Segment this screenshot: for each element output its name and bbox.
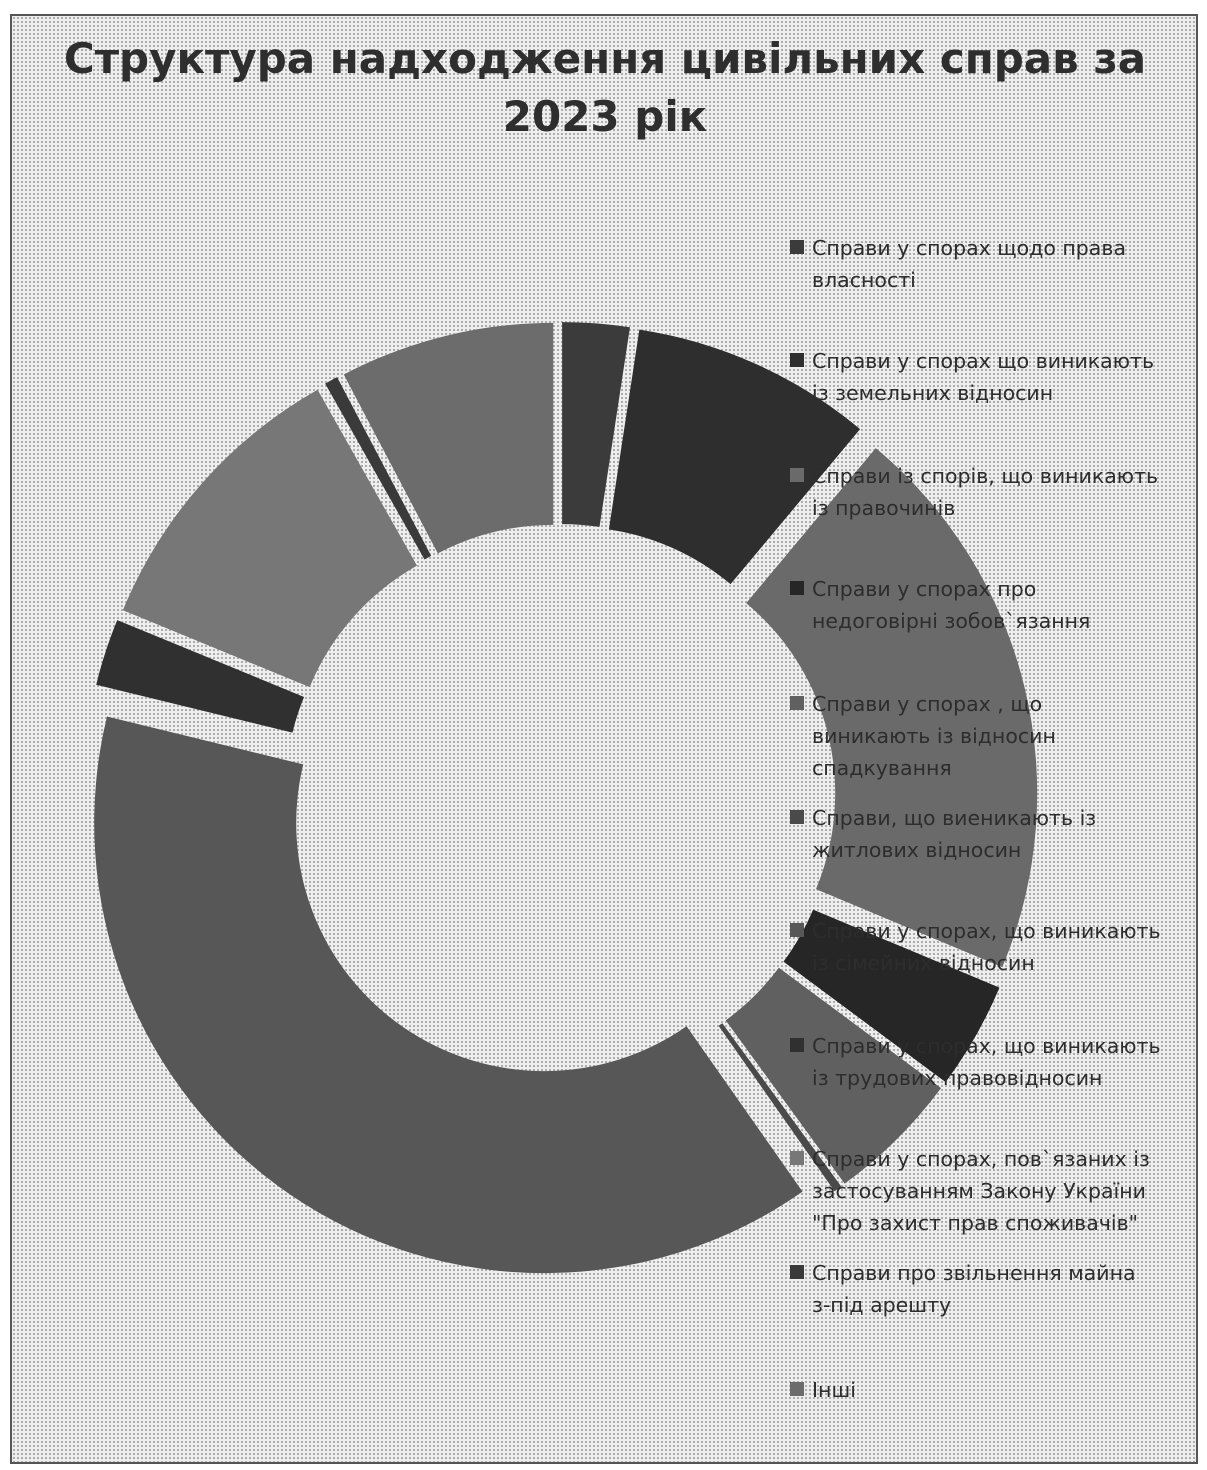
legend-swatch [790, 240, 804, 254]
legend-label-line: Справи у спорах щодо права [812, 236, 1127, 260]
chart-title-line-1: Структура надходження цивільних справ за [63, 34, 1147, 83]
legend-label-line: Справи із спорів, що виникають [812, 464, 1159, 488]
legend-item-8: Справи у спорах, що виникають із трудових… [790, 1030, 1180, 1094]
donut-slice-8 [96, 620, 305, 733]
legend-label-line: Справи у спорах, що виникають [812, 1034, 1161, 1058]
legend-swatch [790, 353, 804, 367]
legend-item-10: Справи про звільнення майна з-під арешту [790, 1257, 1180, 1321]
legend-label-line: спадкування [812, 756, 952, 780]
donut-slice-7 [94, 716, 803, 1274]
legend-item-1: Справи у спорах щодо права власності [790, 232, 1180, 296]
legend-swatch [790, 696, 804, 710]
legend-label-line: Справи у спорах про [812, 577, 1037, 601]
legend-label-line: недоговірні зобов`язання [812, 609, 1091, 633]
chart-title: Структура надходження цивільних справ за… [20, 30, 1190, 146]
donut-slice-10 [325, 377, 432, 560]
legend-label-line: Інші [812, 1378, 856, 1402]
legend-item-3: Справи із спорів, що виникають із правочи… [790, 460, 1180, 524]
legend-label-line: виникають із відносин [812, 724, 1056, 748]
legend-label-line: із трудових правовідносин [812, 1066, 1103, 1090]
legend-item-7: Справи у спорах, що виникають із сімейних… [790, 915, 1180, 979]
legend-swatch [790, 1265, 804, 1279]
donut-slice-4 [783, 909, 1000, 1083]
legend-swatch [790, 1038, 804, 1052]
legend-label-line: власності [812, 268, 916, 292]
legend-label-line: із правочинів [812, 496, 956, 520]
legend-item-2: Справи у спорах що виникають із земельних… [790, 345, 1180, 409]
legend-swatch [790, 468, 804, 482]
legend-label-line: застосуванням Закону України [812, 1179, 1146, 1203]
donut-slice-1 [562, 322, 630, 527]
donut-slice-11 [343, 322, 554, 554]
donut-slice-9 [122, 389, 417, 688]
donut-slice-2 [608, 329, 861, 585]
legend-label-line: Справи у спорах, пов`язаних із [812, 1147, 1150, 1171]
legend-label-line: "Про захист прав споживачів" [812, 1211, 1139, 1235]
legend-label-line: Справи про звільнення майна [812, 1261, 1136, 1285]
legend-label-line: Справи у спорах, що виникають [812, 919, 1161, 943]
legend-swatch [790, 810, 804, 824]
legend-item-9: Справи у спорах, пов`язаних із застосуван… [790, 1143, 1180, 1239]
legend-label-line: житлових відносин [812, 838, 1022, 862]
chart-title-line-2: 2023 рік [502, 92, 708, 141]
legend-swatch [790, 923, 804, 937]
legend-swatch [790, 1382, 804, 1396]
legend-label-line: Справи у спорах , що [812, 692, 1043, 716]
legend-swatch [790, 1151, 804, 1165]
legend-label-line: Справи, що виеникають із [812, 806, 1097, 830]
donut-slice-6 [718, 1023, 842, 1192]
legend-label-line: з-під арешту [812, 1293, 952, 1317]
legend-label-line: із земельних відносин [812, 381, 1054, 405]
legend-item-11: Інші [790, 1374, 1180, 1406]
legend-label-line: Справи у спорах що виникають [812, 349, 1155, 373]
legend-label-line: із сімейних відносин [812, 951, 1035, 975]
legend-swatch [790, 581, 804, 595]
donut-slice-3 [746, 448, 1038, 968]
legend-item-6: Справи, що виеникають із житлових відноси… [790, 802, 1180, 866]
donut-slice-5 [725, 967, 942, 1184]
legend-item-4: Справи у спорах про недоговірні зобов`яза… [790, 573, 1180, 637]
legend-item-5: Справи у спорах , що виникають із відноси… [790, 688, 1180, 784]
